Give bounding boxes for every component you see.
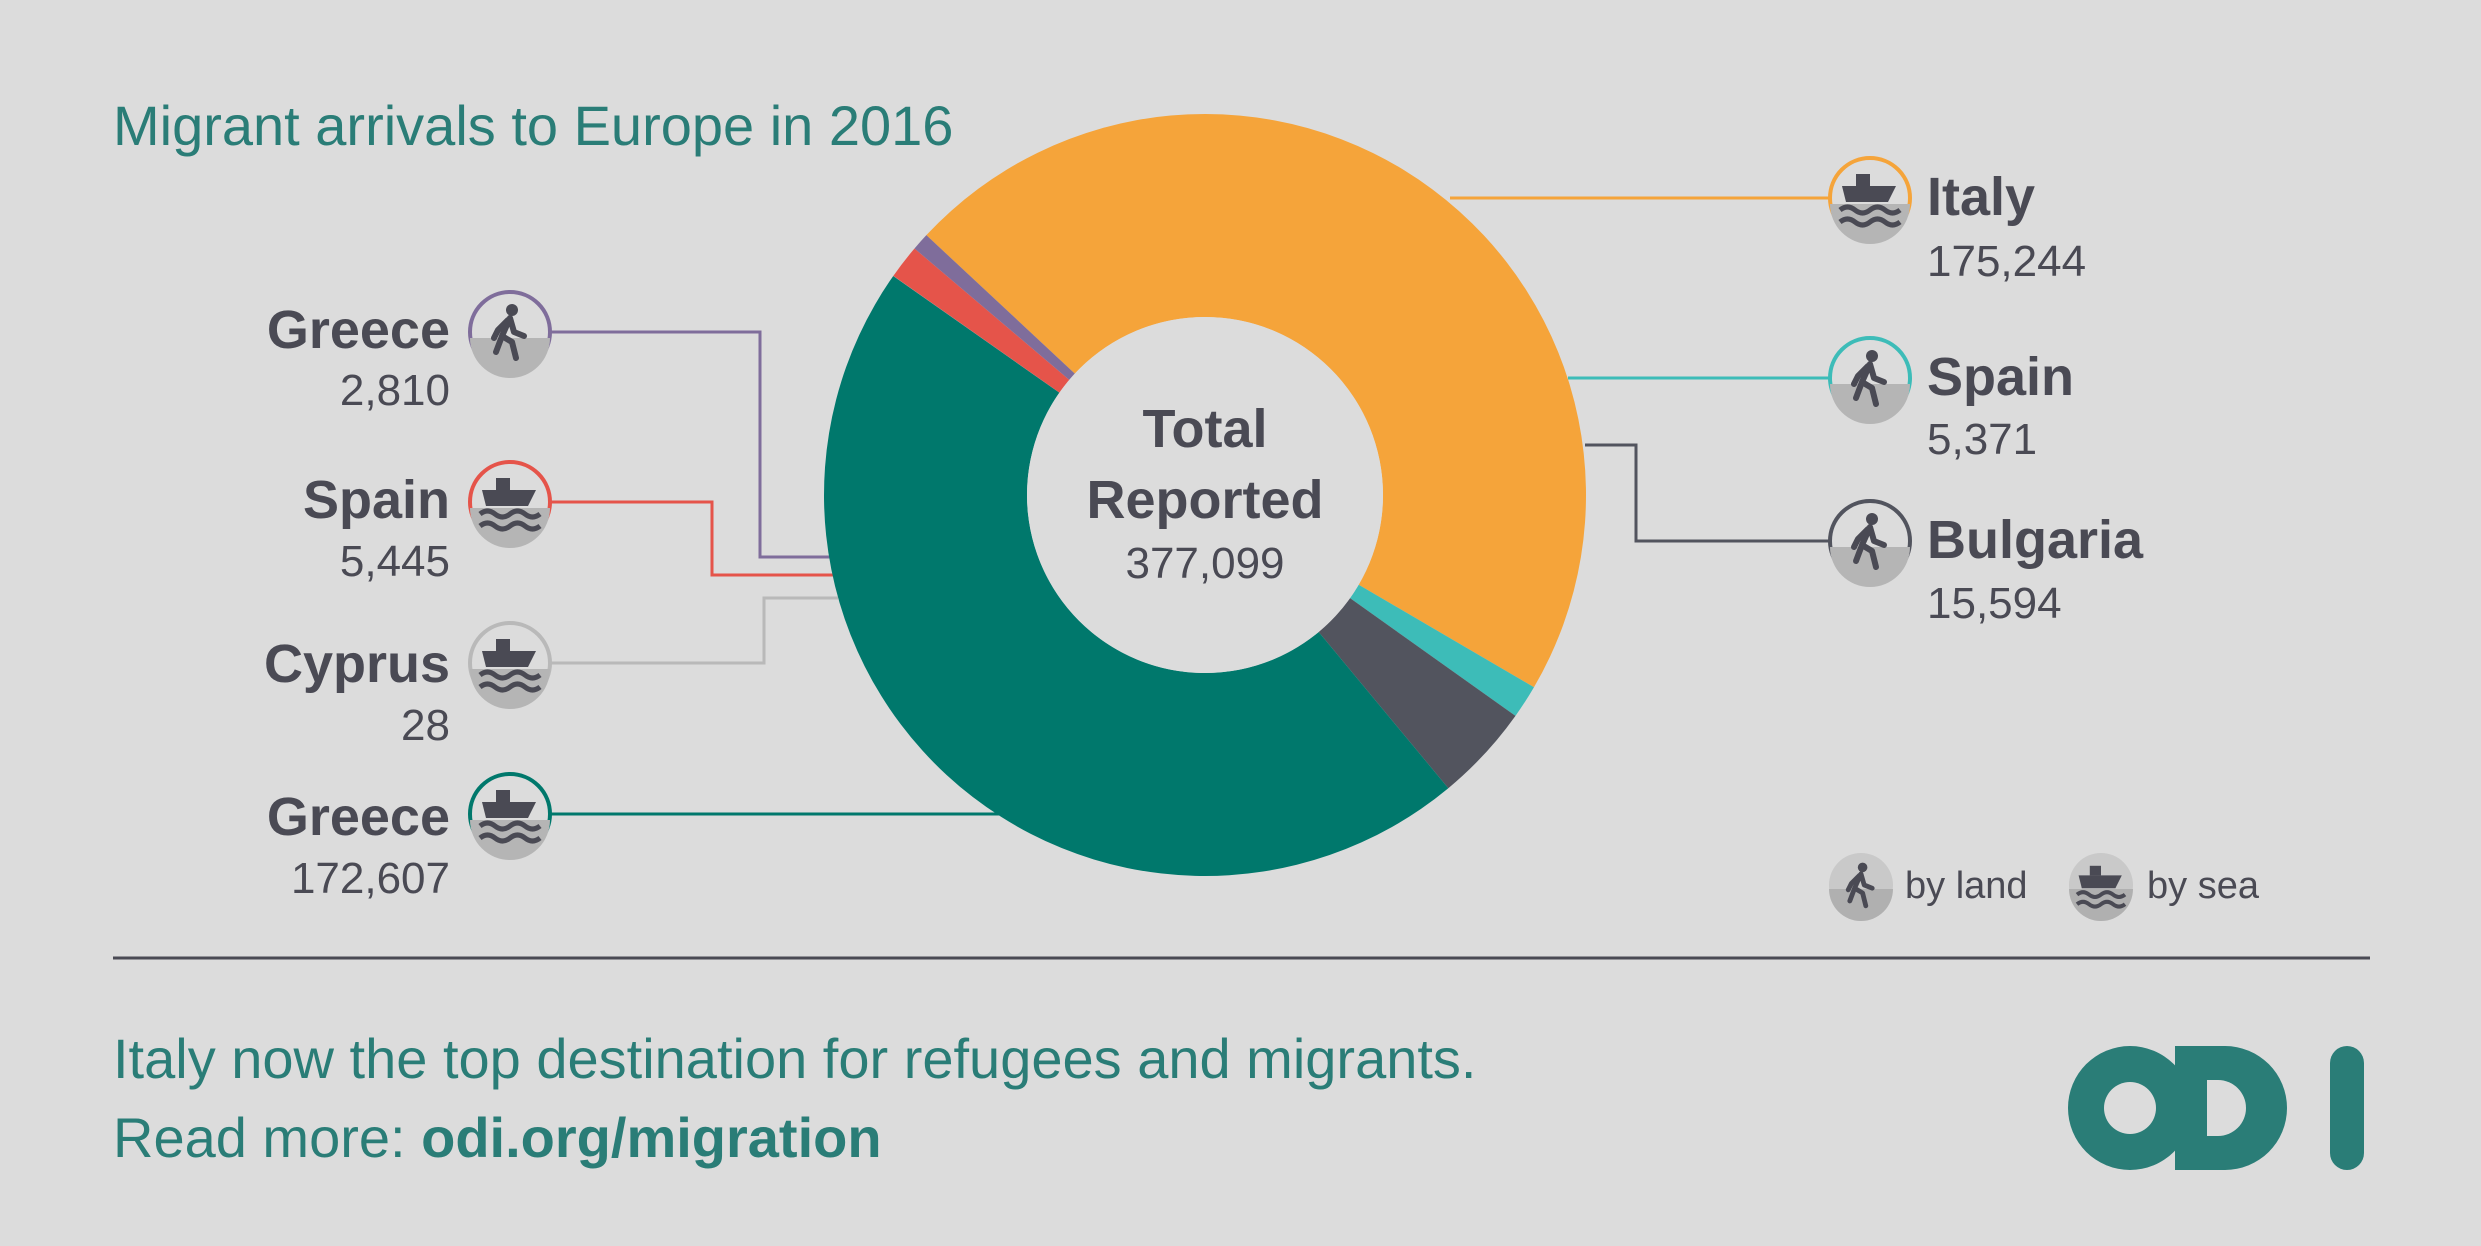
boat-icon (1828, 156, 1912, 244)
label-name: Spain (1927, 347, 2074, 407)
donut-slice-cyprus-sea (893, 275, 1060, 393)
label-value: 5,445 (340, 537, 450, 586)
center-label-total: Total (1143, 399, 1268, 459)
label-spain-land: Spain 5,371 (1828, 336, 2074, 464)
walking-person-icon (1829, 853, 1893, 921)
donut-slice-greece-sea (824, 275, 1449, 876)
label-name: Italy (1927, 167, 2035, 227)
donut-slice-italy-sea (926, 113, 1586, 688)
boat-icon (2069, 853, 2133, 921)
label-value: 5,371 (1927, 415, 2037, 464)
footer-headline: Italy now the top destination for refuge… (113, 1027, 1476, 1090)
walking-person-icon (468, 290, 552, 378)
label-value: 172,607 (291, 854, 450, 903)
label-greece-sea: Greece 172,607 (267, 772, 552, 903)
label-value: 28 (401, 701, 450, 750)
leader-lines (550, 196, 1834, 816)
footer-readmore: Read more: odi.org/migration (113, 1106, 882, 1169)
legend-sea-label: by sea (2147, 865, 2260, 907)
boat-icon (468, 621, 552, 709)
leader-line-cyprus (550, 596, 838, 665)
boat-icon (468, 772, 552, 860)
label-value: 15,594 (1927, 579, 2062, 628)
boat-icon (468, 460, 552, 548)
donut-hole (1027, 317, 1383, 673)
leader-line-spain-sea (550, 500, 836, 577)
chart-title: Migrant arrivals to Europe in 2016 (113, 94, 953, 157)
donut-slice-bulgaria-land (1318, 598, 1516, 789)
label-name: Greece (267, 300, 450, 360)
label-value: 2,810 (340, 366, 450, 415)
donut-chart (824, 113, 1586, 876)
center-total-value: 377,099 (1125, 539, 1284, 588)
leader-line-greece-land (550, 330, 835, 559)
label-cyprus: Cyprus 28 (264, 621, 552, 750)
label-italy: Italy 175,244 (1828, 156, 2086, 286)
label-name: Cyprus (264, 634, 450, 694)
footer-readmore-prefix: Read more: (113, 1106, 421, 1169)
odi-logo[interactable]: odi (2068, 1046, 2364, 1170)
walking-person-icon (1828, 499, 1912, 587)
label-name: Spain (303, 470, 450, 530)
donut-slice-spain-land (1350, 584, 1534, 716)
label-name: Bulgaria (1927, 510, 2144, 570)
label-greece-land: Greece 2,810 (267, 290, 552, 415)
label-spain-sea: Spain 5,445 (303, 460, 552, 586)
donut-slice-spain-sea (893, 248, 1070, 393)
footer-readmore-link[interactable]: odi.org/migration (421, 1106, 881, 1169)
walking-person-icon (1828, 336, 1912, 424)
donut-slice-greece-land (914, 235, 1075, 380)
legend: by land by sea (1829, 853, 2260, 921)
leader-line-bulgaria (1585, 443, 1834, 543)
center-label-reported: Reported (1086, 470, 1323, 530)
label-name: Greece (267, 787, 450, 847)
label-value: 175,244 (1927, 237, 2086, 286)
legend-land-label: by land (1905, 865, 2028, 907)
label-bulgaria: Bulgaria 15,594 (1828, 499, 2144, 628)
